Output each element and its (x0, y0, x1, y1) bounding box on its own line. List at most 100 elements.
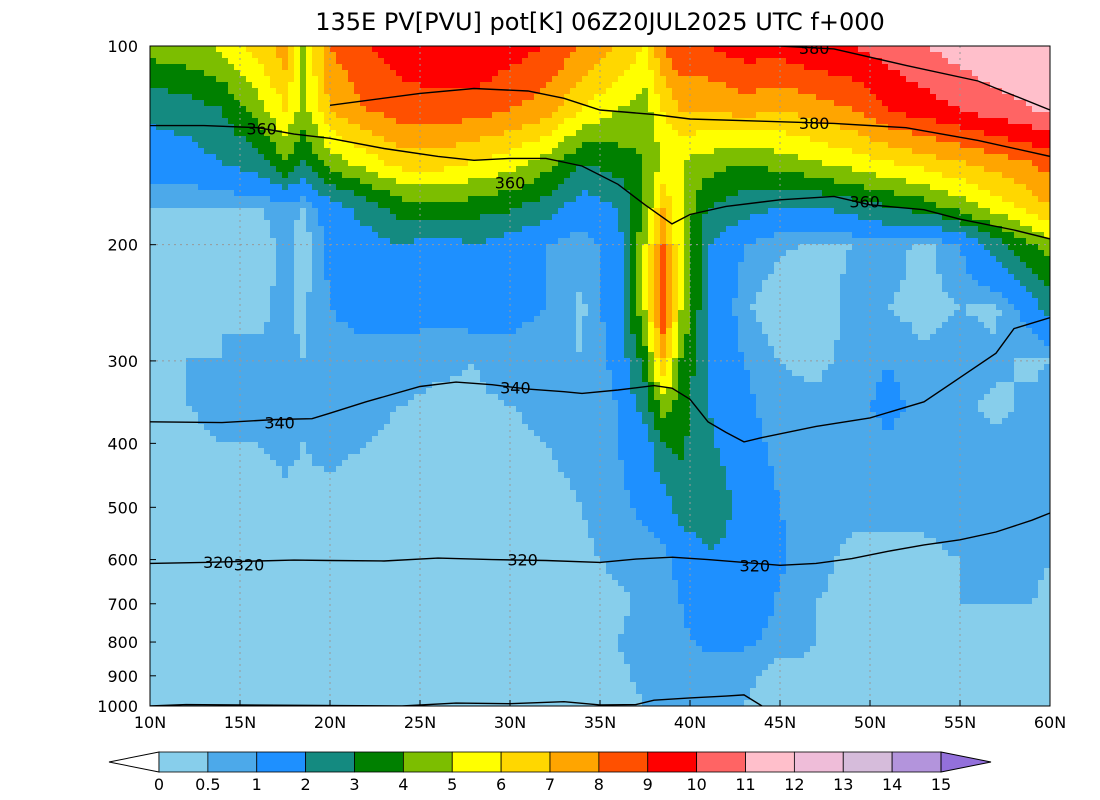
colorbar-label: 0.5 (195, 775, 220, 794)
pv-cell (852, 148, 913, 155)
pv-cell (330, 292, 547, 299)
pv-cell (654, 454, 679, 461)
pv-cell (672, 64, 805, 71)
pv-cell (708, 346, 739, 353)
pv-cell (312, 64, 325, 71)
pv-cell (654, 382, 661, 389)
pv-cell (672, 208, 685, 215)
pv-cell (522, 58, 565, 65)
pv-cell (966, 160, 1033, 167)
pv-cell (630, 202, 643, 209)
pv-cell (990, 250, 1015, 257)
pv-cell (354, 142, 397, 149)
pv-cell (318, 82, 325, 89)
pv-cell (270, 310, 295, 317)
pv-cell (888, 142, 961, 149)
pv-cell (672, 226, 685, 233)
pv-cell (642, 190, 655, 197)
pv-cell (936, 268, 967, 275)
pv-cell (786, 58, 883, 65)
pv-cell (1032, 106, 1050, 113)
pv-cell (648, 46, 655, 53)
pv-cell (264, 208, 301, 215)
pv-cell (672, 556, 787, 563)
pv-cell (996, 316, 1021, 323)
pv-cell (684, 286, 691, 293)
pv-cell (960, 208, 991, 215)
contour-label: 320 (507, 551, 538, 570)
pv-cell (654, 364, 661, 371)
pv-cell (588, 304, 601, 311)
pv-cell (708, 316, 739, 323)
colorbar-swatch (842, 751, 893, 773)
y-tick-label: 700 (107, 595, 138, 614)
pv-cell (732, 508, 781, 515)
pv-cell (660, 208, 667, 215)
pv-cell (834, 568, 961, 575)
pv-cell (738, 346, 775, 353)
pv-cell (198, 412, 391, 419)
pv-cell (726, 472, 775, 479)
pv-cell (276, 250, 295, 257)
pv-cell (672, 262, 679, 269)
pv-cell (288, 52, 295, 59)
pv-cell (150, 616, 625, 623)
pv-cell (672, 448, 685, 455)
pv-cell (1044, 232, 1050, 239)
pv-cell (282, 100, 289, 107)
pv-cell (618, 226, 631, 233)
pv-cell (924, 532, 1050, 539)
pv-cell (906, 268, 937, 275)
pv-cell (360, 94, 535, 101)
pv-cell (1014, 376, 1039, 383)
pv-cell (804, 652, 1050, 659)
pv-cell (678, 514, 733, 521)
pv-cell (570, 484, 625, 491)
pv-cell (708, 328, 739, 335)
pv-cell (294, 250, 313, 257)
pv-cell (150, 382, 187, 389)
pv-cell (618, 646, 703, 653)
pv-cell (150, 262, 277, 269)
pv-cell (966, 232, 991, 239)
pv-cell (648, 400, 661, 407)
pv-cell (642, 268, 649, 275)
pv-cell (546, 250, 601, 257)
pv-cell (984, 244, 1009, 251)
pv-cell (660, 292, 667, 299)
pv-cell (774, 466, 1050, 473)
pv-cell (786, 364, 829, 371)
pv-cell (852, 76, 907, 83)
pv-cell (834, 352, 1050, 359)
pv-cell (150, 88, 169, 95)
pv-cell (540, 46, 577, 53)
pv-cell (654, 316, 661, 323)
pv-cell (150, 418, 199, 425)
pv-cell (654, 178, 685, 185)
pv-cell (690, 232, 703, 239)
pv-cell (294, 226, 307, 233)
pv-cell (894, 418, 991, 425)
pv-cell (666, 238, 673, 245)
pv-cell (324, 238, 391, 245)
pv-cell (558, 124, 583, 131)
pv-cell (912, 322, 943, 329)
pv-cell (894, 370, 1015, 377)
pv-cell (426, 388, 487, 395)
pv-cell (714, 148, 775, 155)
pv-cell (576, 316, 583, 323)
pv-cell (150, 490, 577, 497)
pv-cell (306, 106, 319, 113)
pv-cell (222, 52, 253, 59)
pv-cell (678, 334, 685, 341)
pv-cell (684, 448, 721, 455)
pv-cell (618, 442, 655, 449)
pv-cell (582, 190, 589, 197)
pv-cell (150, 538, 595, 545)
pv-cell (654, 220, 661, 227)
pv-cell (570, 232, 589, 239)
pv-cell (396, 178, 469, 185)
pv-cell (936, 328, 991, 335)
colorbar-label: 8 (594, 775, 604, 794)
